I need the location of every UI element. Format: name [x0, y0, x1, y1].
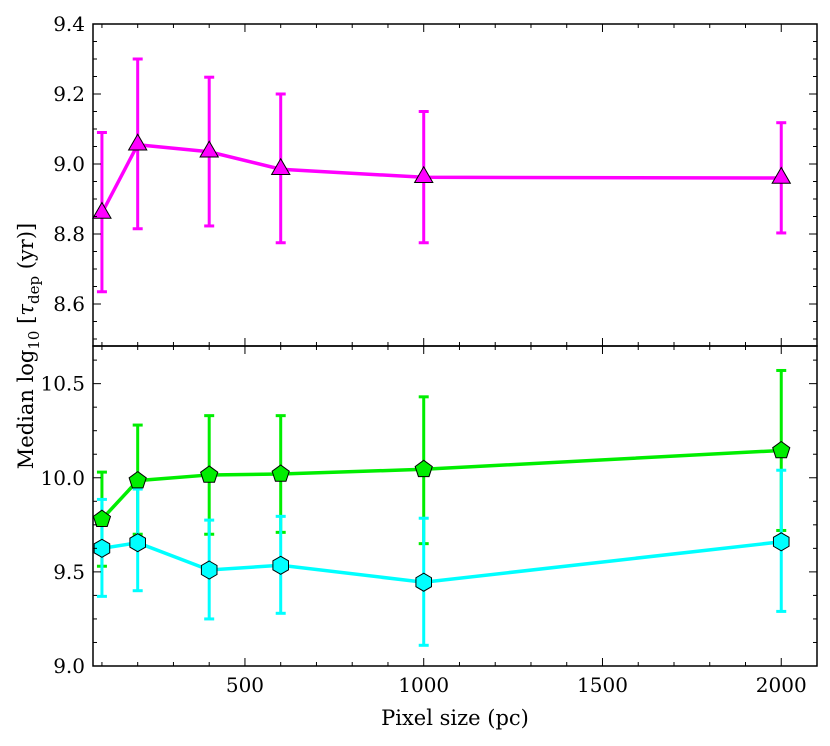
magenta-marker: [199, 140, 220, 158]
top-panel-errorbars: [96, 57, 787, 294]
green-marker: [772, 440, 791, 459]
cyan-marker: [93, 538, 111, 558]
top-panel-lines: [100, 142, 782, 214]
green-marker: [92, 509, 112, 527]
y-axis-title: Median log10 [τdep (yr)]: [14, 223, 43, 469]
magenta-marker: [91, 201, 112, 219]
y-tick-label: 10.0: [40, 466, 85, 490]
y-tick-label: 10.5: [40, 372, 85, 396]
axis-ticks: [93, 23, 818, 667]
cyan-marker: [129, 533, 146, 553]
green-marker: [200, 465, 219, 483]
magenta-marker: [771, 166, 792, 184]
magenta-marker: [270, 157, 291, 175]
y-tick-label: 9.0: [53, 654, 85, 678]
magenta-marker: [413, 165, 434, 184]
green-marker: [414, 459, 433, 478]
x-tick-label: 2000: [756, 673, 807, 697]
bottom-panel-errorbars: [96, 368, 787, 647]
top-panel-markers: [91, 133, 792, 219]
x-tick-label: 500: [226, 673, 264, 697]
green-marker: [128, 470, 147, 489]
y-tick-label: 8.6: [53, 292, 85, 316]
y-tick-label: 9.5: [53, 560, 85, 584]
y-tick-label: 9.4: [53, 12, 85, 36]
magenta-marker: [127, 133, 148, 151]
green-marker: [271, 464, 290, 482]
top-panel-frame: [92, 23, 818, 347]
x-tick-label: 1500: [577, 673, 628, 697]
axis-tick-labels: 8.6 8.8 9.0 9.2 9.4 9.0 9.5 10.0 10.5 500 1000 1500…: [40, 12, 806, 697]
y-tick-label: 9.0: [53, 152, 85, 176]
y-tick-label: 9.2: [53, 82, 85, 106]
x-tick-label: 1000: [398, 673, 449, 697]
cyan-marker: [415, 572, 433, 592]
bottom-panel-markers: [92, 440, 791, 592]
green-series-line: [100, 448, 782, 521]
cyan-marker: [272, 555, 289, 575]
cyan-marker: [200, 560, 218, 580]
y-tick-label: 8.8: [53, 222, 85, 246]
x-axis-title: Pixel size (pc): [381, 706, 529, 730]
cyan-marker: [772, 532, 790, 552]
magenta-series-line: [100, 142, 782, 214]
bottom-panel-frame: [92, 345, 818, 667]
